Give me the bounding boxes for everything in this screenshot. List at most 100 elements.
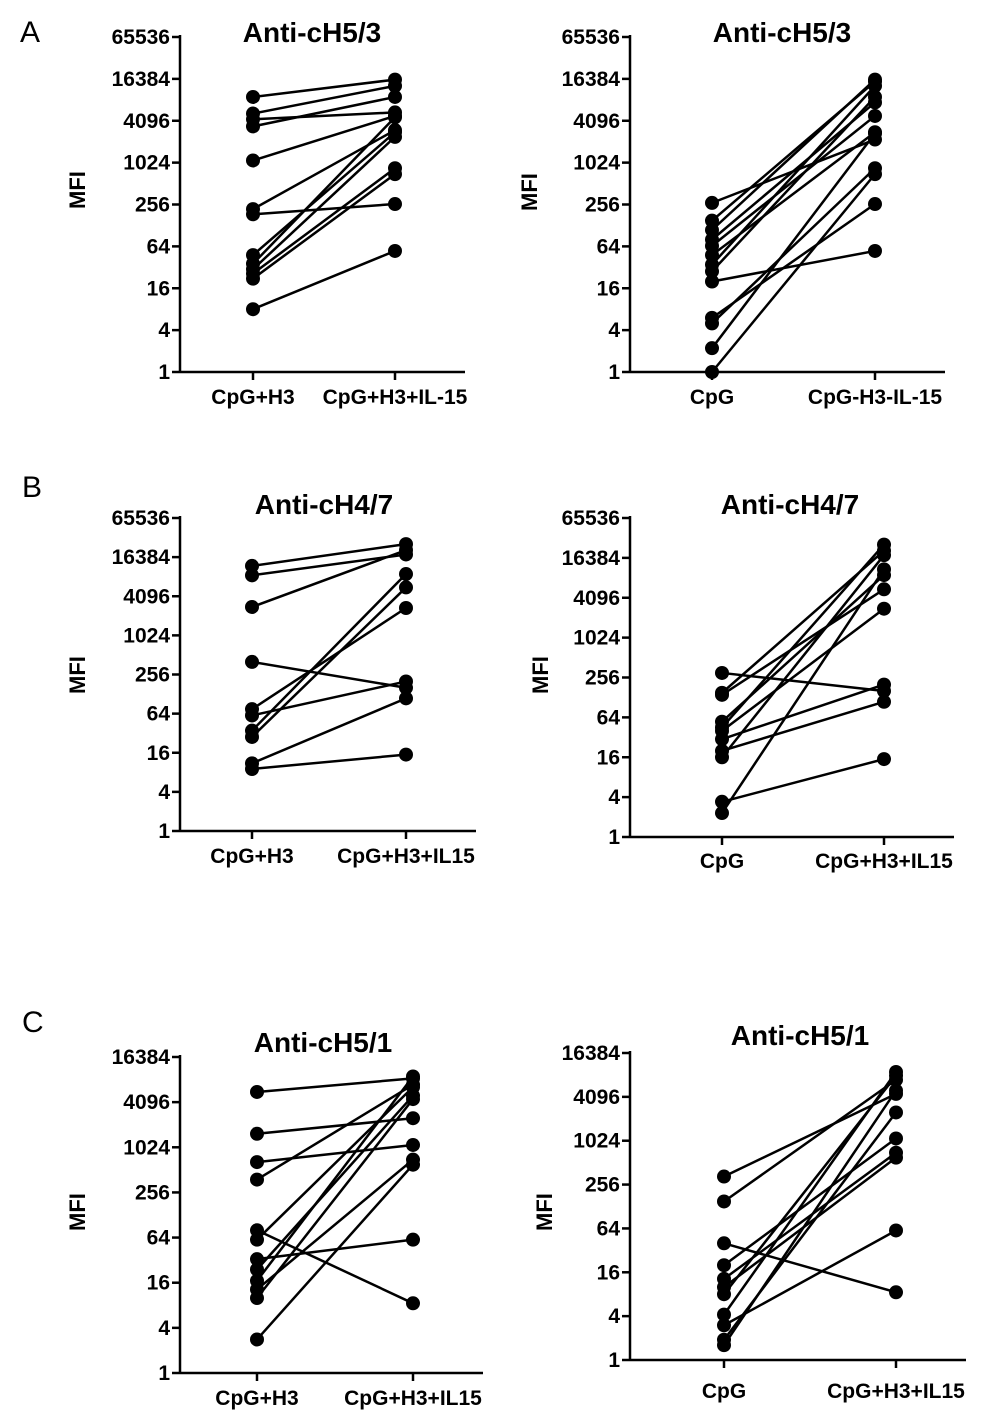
data-point	[245, 558, 259, 573]
data-point	[246, 302, 260, 317]
y-tick-label: 4096	[123, 1091, 170, 1114]
chart-title: Anti-cH5/1	[731, 1020, 869, 1051]
y-tick-label: 65536	[562, 26, 620, 49]
y-tick-label: 4096	[123, 585, 170, 608]
data-point	[868, 197, 882, 212]
pair-line	[711, 173, 876, 373]
pair-line	[721, 607, 885, 732]
data-point	[250, 1273, 264, 1288]
pair-line	[711, 131, 876, 257]
data-point	[889, 1072, 903, 1087]
pair-line	[256, 1143, 414, 1164]
data-point	[246, 153, 260, 168]
data-point	[868, 74, 882, 89]
pair-line	[256, 1158, 414, 1291]
y-axis-label: MFI	[65, 656, 90, 694]
y-tick-label: 1	[158, 1362, 170, 1385]
y-tick-label: 1	[608, 826, 620, 849]
y-tick-label: 1024	[123, 1136, 170, 1159]
data-point	[717, 1194, 731, 1209]
pair-line	[723, 1242, 897, 1294]
y-tick-label: 65536	[562, 507, 620, 530]
x-category-label: CpG	[702, 1380, 746, 1403]
data-point	[388, 89, 402, 104]
data-point	[715, 743, 729, 758]
pair-line	[251, 548, 407, 609]
y-axis-label: MFI	[65, 1193, 90, 1231]
y-tick-label: 1024	[123, 624, 170, 647]
pair-line	[721, 757, 885, 804]
pair-line	[252, 173, 396, 280]
y-axis-label: MFI	[65, 171, 90, 209]
data-point	[245, 723, 259, 738]
y-tick-label: 4096	[573, 587, 620, 610]
pair-line	[723, 1111, 897, 1341]
data-point	[406, 1111, 420, 1126]
y-tick-label: 16384	[112, 546, 171, 569]
pair-line	[251, 586, 407, 738]
data-point	[705, 365, 719, 379]
x-category-label: CpG+H3+IL15	[815, 850, 953, 873]
data-point	[715, 806, 729, 821]
pair-line	[256, 1238, 414, 1261]
y-axis-label: MFI	[517, 173, 542, 211]
y-tick-label: 1	[608, 1349, 620, 1372]
panel-letter-c: C	[22, 1006, 44, 1039]
data-point	[877, 582, 891, 597]
pair-line	[252, 78, 396, 99]
data-point	[877, 752, 891, 767]
data-point	[399, 747, 413, 762]
x-category-label: CpG+H3	[211, 386, 294, 409]
y-tick-label: 1024	[573, 627, 620, 650]
data-point	[889, 1105, 903, 1120]
data-point	[877, 568, 891, 583]
pair-line	[721, 671, 885, 693]
y-tick-label: 1	[608, 361, 620, 384]
y-tick-label: 64	[597, 235, 621, 258]
pair-line	[252, 249, 396, 311]
y-axis-label: MFI	[528, 656, 553, 694]
pair-line	[721, 683, 885, 741]
pair-line	[723, 1092, 897, 1178]
data-point	[406, 1232, 420, 1247]
data-point	[246, 89, 260, 104]
pair-line	[711, 132, 876, 349]
pair-line	[723, 1156, 897, 1289]
data-point	[705, 341, 719, 356]
pair-line	[252, 135, 396, 271]
data-point	[889, 1285, 903, 1300]
data-point	[399, 680, 413, 695]
data-point	[399, 580, 413, 595]
y-axis-label: MFI	[532, 1193, 557, 1231]
y-tick-label: 4	[608, 1305, 620, 1328]
pair-line	[711, 249, 876, 283]
data-point	[889, 1131, 903, 1146]
data-point	[399, 547, 413, 562]
data-point	[406, 1071, 420, 1086]
y-tick-label: 4096	[573, 110, 620, 133]
data-point	[868, 161, 882, 176]
pair-line	[256, 1094, 414, 1271]
data-point	[388, 105, 402, 120]
data-point	[245, 756, 259, 771]
y-tick-label: 4	[158, 319, 170, 342]
y-tick-label: 16	[597, 1261, 620, 1284]
y-tick-label: 16384	[562, 68, 621, 91]
data-point	[868, 243, 882, 258]
y-tick-label: 16384	[112, 68, 171, 91]
y-tick-label: 16384	[562, 1042, 621, 1065]
y-tick-label: 256	[585, 194, 620, 217]
data-point	[717, 1236, 731, 1251]
data-point	[877, 684, 891, 699]
y-tick-label: 4	[158, 1317, 170, 1340]
y-tick-label: 1	[158, 820, 170, 843]
pair-line	[256, 1083, 414, 1181]
y-tick-label: 16	[147, 277, 170, 300]
x-category-label: CpG	[690, 386, 734, 409]
y-tick-label: 64	[147, 703, 171, 726]
pair-line	[256, 1098, 414, 1299]
data-point	[388, 197, 402, 212]
data-point	[717, 1307, 731, 1322]
data-point	[388, 161, 402, 176]
y-tick-label: 64	[147, 1227, 171, 1250]
